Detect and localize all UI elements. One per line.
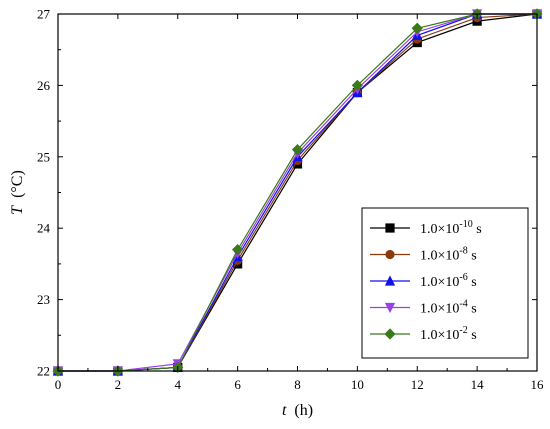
legend-label-exp: -4 — [459, 299, 467, 310]
y-tick-label: 22 — [37, 364, 50, 379]
legend-label-base: 1.0×10 — [420, 328, 459, 343]
x-tick-label: 12 — [411, 377, 424, 392]
legend-item: 1.0×10-4 s — [370, 299, 477, 317]
legend-label-unit: s — [468, 249, 477, 264]
legend-marker — [385, 249, 395, 260]
legend-marker — [384, 302, 396, 314]
x-tick-label: 2 — [115, 377, 122, 392]
legend-label-exp: -8 — [459, 246, 467, 257]
data-point — [351, 79, 363, 91]
legend-label: 1.0×10-6 s — [420, 272, 477, 290]
legend-label-base: 1.0×10 — [420, 302, 459, 317]
data-point — [232, 244, 244, 256]
data-point — [411, 22, 423, 34]
data-point — [291, 144, 304, 156]
series-layer — [52, 8, 543, 377]
x-tick-label: 8 — [294, 377, 301, 392]
legend-label-exp: -6 — [459, 272, 467, 283]
legend-label-base: 1.0×10 — [420, 275, 459, 290]
legend-label-exp: -2 — [459, 325, 467, 336]
legend-marker — [384, 328, 396, 340]
y-tick-label: 26 — [37, 78, 51, 93]
legend-label: 1.0×10-10 s — [420, 219, 482, 237]
legend-item: 1.0×10-8 s — [370, 246, 477, 264]
legend-label-unit: s — [468, 328, 477, 343]
x-tick-label: 14 — [471, 377, 485, 392]
legend-label: 1.0×10-2 s — [420, 325, 477, 343]
legend-marker — [384, 275, 396, 286]
legend-marker — [385, 223, 395, 233]
x-tick-label: 0 — [55, 377, 62, 392]
y-axis-unit: (°C) — [9, 170, 26, 198]
legend-label-unit: s — [468, 302, 477, 317]
y-axis-var: T — [9, 205, 26, 215]
legend-label-base: 1.0×10 — [420, 222, 459, 237]
legend-label-unit: s — [473, 222, 482, 237]
x-tick-label: 4 — [175, 377, 182, 392]
legend-item: 1.0×10-2 s — [370, 325, 477, 343]
legend-label-base: 1.0×10 — [420, 249, 459, 264]
legend-item: 1.0×10-10 s — [370, 219, 482, 237]
x-tick-label: 6 — [234, 377, 241, 392]
legend-label: 1.0×10-4 s — [420, 299, 477, 317]
x-axis-title: t (h) — [282, 402, 313, 419]
x-axis-var: t — [282, 402, 287, 419]
y-axis-title: T (°C) — [9, 170, 26, 215]
x-tick-label: 16 — [531, 377, 545, 392]
y-tick-label: 25 — [37, 149, 50, 164]
legend-label: 1.0×10-8 s — [420, 246, 477, 264]
y-tick-label: 24 — [37, 221, 51, 236]
x-axis-unit: (h) — [294, 402, 313, 419]
legend-item: 1.0×10-6 s — [370, 272, 477, 290]
legend: 1.0×10-10 s1.0×10-8 s1.0×10-6 s1.0×10-4 … — [361, 207, 529, 359]
legend-label-unit: s — [468, 275, 477, 290]
x-tick-label: 10 — [351, 377, 364, 392]
y-tick-label: 23 — [37, 292, 50, 307]
y-tick-label: 27 — [37, 7, 51, 22]
legend-label-exp: -10 — [459, 219, 472, 230]
